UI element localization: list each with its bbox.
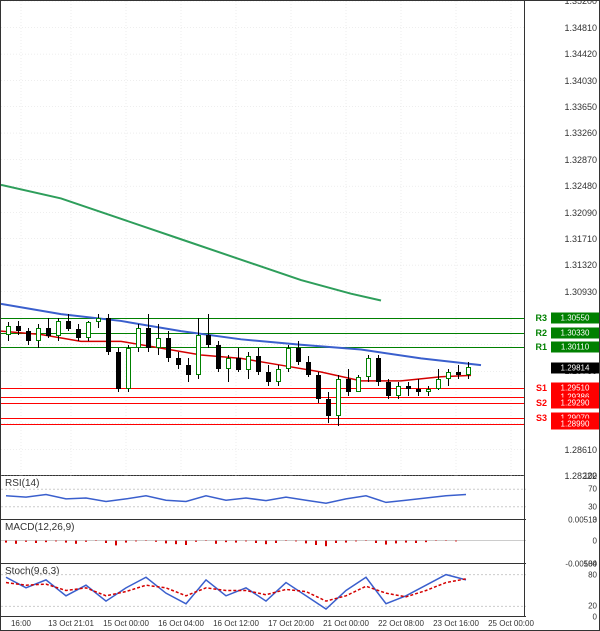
price-yaxis: 1.352001.348101.344201.340301.336501.332… (524, 1, 599, 476)
rsi-label: RSI(14) (5, 478, 39, 489)
macd-yaxis: 0.005130-0.00584 (524, 520, 599, 564)
rsi-line (1, 476, 526, 520)
macd-hist (1, 520, 526, 564)
chart-container: 1.352001.348101.344201.340301.336501.332… (0, 0, 600, 631)
stoch-yaxis: 10080200 (524, 564, 599, 617)
moving-averages (1, 1, 526, 476)
rsi-panel[interactable]: RSI(14) (1, 476, 526, 520)
stoch-panel[interactable]: Stoch(9,6,3) (1, 564, 526, 617)
time-xaxis: 16:0013 Oct 21:0115 Oct 00:0016 Oct 04:0… (1, 615, 526, 630)
grid (1, 1, 526, 476)
price-panel[interactable] (1, 1, 526, 476)
macd-label: MACD(12,26,9) (5, 522, 74, 533)
macd-panel[interactable]: MACD(12,26,9) (1, 520, 526, 564)
stoch-lines (1, 564, 526, 617)
rsi-yaxis: 10070300 (524, 476, 599, 520)
stoch-label: Stoch(9,6,3) (5, 566, 59, 577)
